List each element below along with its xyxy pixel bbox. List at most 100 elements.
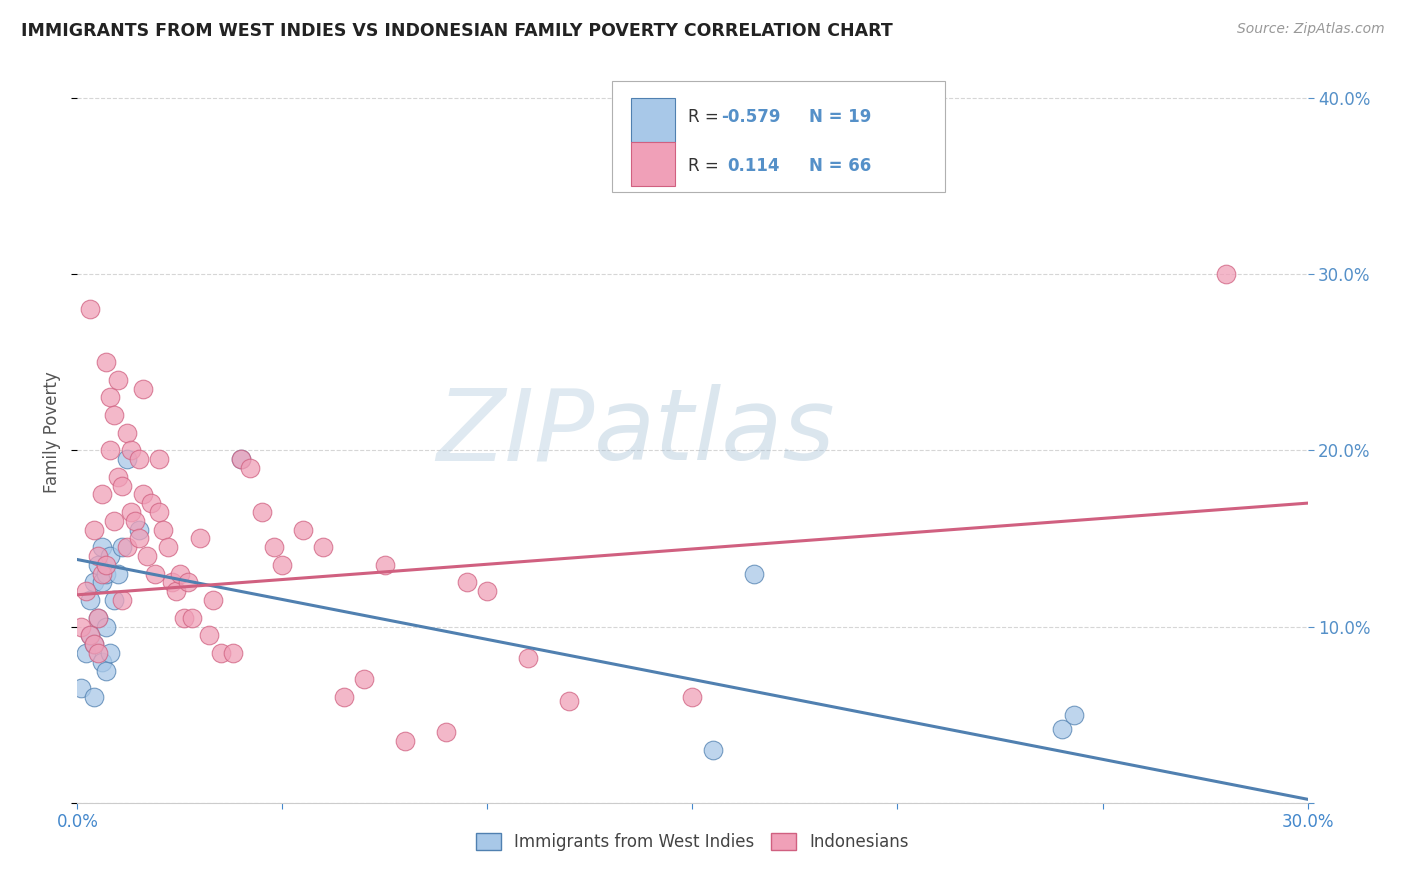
Point — [98, 549, 121, 563]
Point — [107, 373, 129, 387]
Point — [75, 646, 97, 660]
Point — [83, 637, 105, 651]
Point — [250, 505, 273, 519]
Point — [90, 566, 114, 581]
FancyBboxPatch shape — [613, 81, 945, 192]
Text: ZIP: ZIP — [436, 384, 595, 481]
Point — [107, 469, 129, 483]
Point — [312, 540, 335, 554]
Text: R =: R = — [688, 108, 724, 127]
Point — [87, 646, 110, 660]
Point — [87, 610, 110, 624]
Y-axis label: Family Poverty: Family Poverty — [42, 372, 60, 493]
Point — [107, 566, 129, 581]
Point — [115, 425, 138, 440]
Point — [115, 540, 138, 554]
Point — [682, 690, 704, 704]
Point — [742, 566, 765, 581]
Point — [79, 302, 101, 317]
Point — [239, 461, 262, 475]
Text: Source: ZipAtlas.com: Source: ZipAtlas.com — [1237, 22, 1385, 37]
FancyBboxPatch shape — [631, 143, 675, 186]
Point — [94, 558, 117, 572]
Point — [90, 575, 114, 590]
Point — [94, 619, 117, 633]
Point — [1063, 707, 1085, 722]
Point — [90, 487, 114, 501]
Point — [141, 496, 163, 510]
Point — [152, 523, 174, 537]
Point — [136, 549, 159, 563]
Point — [111, 478, 134, 492]
Point — [94, 355, 117, 369]
Point — [111, 540, 134, 554]
Point — [263, 540, 285, 554]
Point — [169, 566, 191, 581]
Point — [231, 452, 253, 467]
Point — [181, 610, 204, 624]
Point — [103, 593, 125, 607]
Point — [124, 514, 146, 528]
Point — [558, 693, 581, 707]
Point — [79, 628, 101, 642]
Point — [87, 558, 110, 572]
Legend: Immigrants from West Indies, Indonesians: Immigrants from West Indies, Indonesians — [470, 826, 915, 857]
Point — [132, 382, 155, 396]
Point — [291, 523, 314, 537]
Text: atlas: atlas — [595, 384, 835, 481]
Point — [132, 487, 155, 501]
Point — [148, 505, 170, 519]
Point — [98, 443, 121, 458]
Point — [83, 637, 105, 651]
Point — [128, 532, 150, 546]
Point — [87, 610, 110, 624]
Point — [394, 734, 416, 748]
Point — [231, 452, 253, 467]
Point — [90, 540, 114, 554]
Point — [79, 628, 101, 642]
Text: R =: R = — [688, 157, 728, 175]
Point — [173, 610, 195, 624]
Point — [98, 390, 121, 404]
Point — [103, 408, 125, 422]
Point — [477, 584, 499, 599]
Point — [83, 523, 105, 537]
Point — [75, 584, 97, 599]
Point — [222, 646, 245, 660]
Point — [353, 673, 375, 687]
Point — [374, 558, 396, 572]
Point — [98, 646, 121, 660]
Point — [1050, 722, 1073, 736]
Point — [333, 690, 356, 704]
Point — [160, 575, 183, 590]
Point — [79, 593, 101, 607]
Point — [120, 505, 142, 519]
Point — [702, 743, 724, 757]
Point — [197, 628, 219, 642]
Point — [120, 443, 142, 458]
Point — [87, 549, 110, 563]
Point — [201, 593, 224, 607]
Point — [188, 532, 212, 546]
Point — [94, 566, 117, 581]
Point — [115, 452, 138, 467]
Text: N = 66: N = 66 — [810, 157, 872, 175]
Point — [103, 514, 125, 528]
Point — [111, 593, 134, 607]
Point — [165, 584, 187, 599]
Point — [94, 664, 117, 678]
Point — [517, 651, 540, 665]
Point — [128, 523, 150, 537]
Point — [156, 540, 179, 554]
Point — [83, 690, 105, 704]
Text: N = 19: N = 19 — [810, 108, 872, 127]
Point — [70, 619, 93, 633]
FancyBboxPatch shape — [631, 98, 675, 142]
Text: -0.579: -0.579 — [721, 108, 780, 127]
Point — [90, 655, 114, 669]
Point — [456, 575, 478, 590]
Point — [177, 575, 200, 590]
Point — [70, 681, 93, 696]
Text: IMMIGRANTS FROM WEST INDIES VS INDONESIAN FAMILY POVERTY CORRELATION CHART: IMMIGRANTS FROM WEST INDIES VS INDONESIA… — [21, 22, 893, 40]
Point — [143, 566, 166, 581]
